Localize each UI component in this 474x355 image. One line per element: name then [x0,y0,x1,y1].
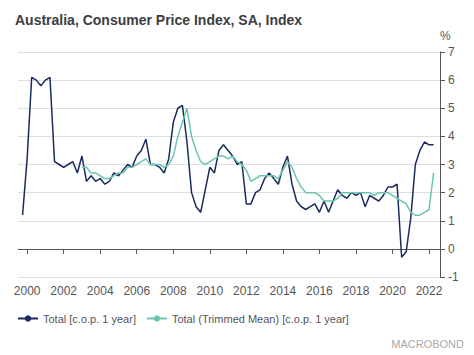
svg-text:-1: -1 [448,270,459,284]
svg-text:%: % [440,29,451,43]
svg-text:2: 2 [448,186,455,200]
svg-text:Australia, Consumer Price Inde: Australia, Consumer Price Index, SA, Ind… [15,12,302,28]
svg-text:4: 4 [448,129,455,143]
svg-text:MACROBOND: MACROBOND [391,338,464,350]
svg-text:2012: 2012 [233,284,260,298]
svg-text:3: 3 [448,158,455,172]
svg-text:2018: 2018 [343,284,370,298]
svg-text:2016: 2016 [306,284,333,298]
svg-text:2004: 2004 [87,284,114,298]
svg-text:2020: 2020 [379,284,406,298]
svg-text:2014: 2014 [270,284,297,298]
svg-text:2002: 2002 [50,284,77,298]
svg-text:2022: 2022 [416,284,443,298]
svg-text:7: 7 [448,45,455,59]
svg-text:Total [c.o.p. 1 year]: Total [c.o.p. 1 year] [43,313,136,325]
svg-text:2008: 2008 [160,284,187,298]
svg-text:2006: 2006 [123,284,150,298]
svg-text:1: 1 [448,214,455,228]
svg-text:Total (Trimmed Mean) [c.o.p. 1: Total (Trimmed Mean) [c.o.p. 1 year] [172,313,349,325]
svg-text:0: 0 [448,242,455,256]
svg-text:2000: 2000 [14,284,41,298]
svg-text:2010: 2010 [196,284,223,298]
svg-text:6: 6 [448,73,455,87]
svg-text:5: 5 [448,101,455,115]
